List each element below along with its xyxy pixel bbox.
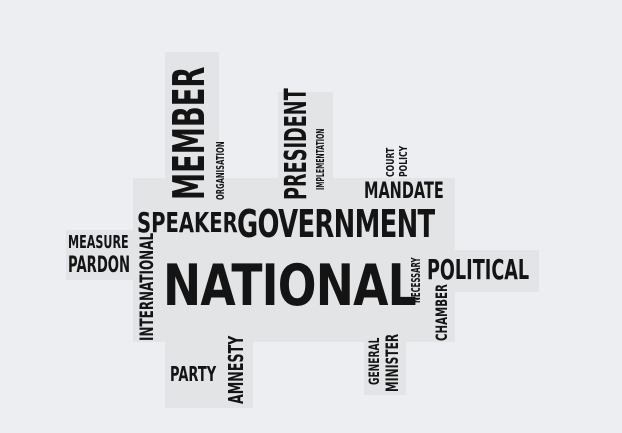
word-implementation: IMPLEMENTATION: [314, 128, 327, 190]
backdrop-tile: [278, 92, 333, 192]
word-pardon: PARDON: [68, 253, 131, 278]
word-court: COURT: [384, 147, 397, 177]
word-government: GOVERNMENT: [237, 202, 435, 246]
word-national: NATIONAL: [163, 253, 417, 319]
backdrop-tile: [66, 230, 134, 280]
word-speaker: SPEAKER: [137, 206, 238, 239]
word-chamber: CHAMBER: [432, 284, 451, 341]
word-member: MEMBER: [164, 66, 215, 200]
word-international: INTERNATIONAL: [136, 232, 158, 341]
backdrop-tile: [165, 52, 219, 182]
backdrop-tile: [424, 250, 539, 292]
word-measure: MEASURE: [68, 232, 129, 253]
word-organisation: ORGANISATION: [214, 141, 227, 200]
word-president: PRESIDENT: [279, 88, 314, 200]
word-necessary: NECESSARY: [409, 257, 423, 303]
word-policy: POLICY: [397, 145, 410, 177]
word-political: POLITICAL: [427, 253, 530, 286]
word-general: GENERAL: [367, 337, 383, 385]
backdrop-tile: [165, 342, 253, 408]
backdrop-tile: [133, 178, 455, 342]
word-mandate: MANDATE: [364, 179, 444, 204]
backdrop-tile: [364, 335, 406, 395]
word-minister: MINISTER: [383, 333, 403, 392]
word-party: PARTY: [170, 362, 217, 386]
word-amnesty: AMNESTY: [224, 335, 248, 404]
